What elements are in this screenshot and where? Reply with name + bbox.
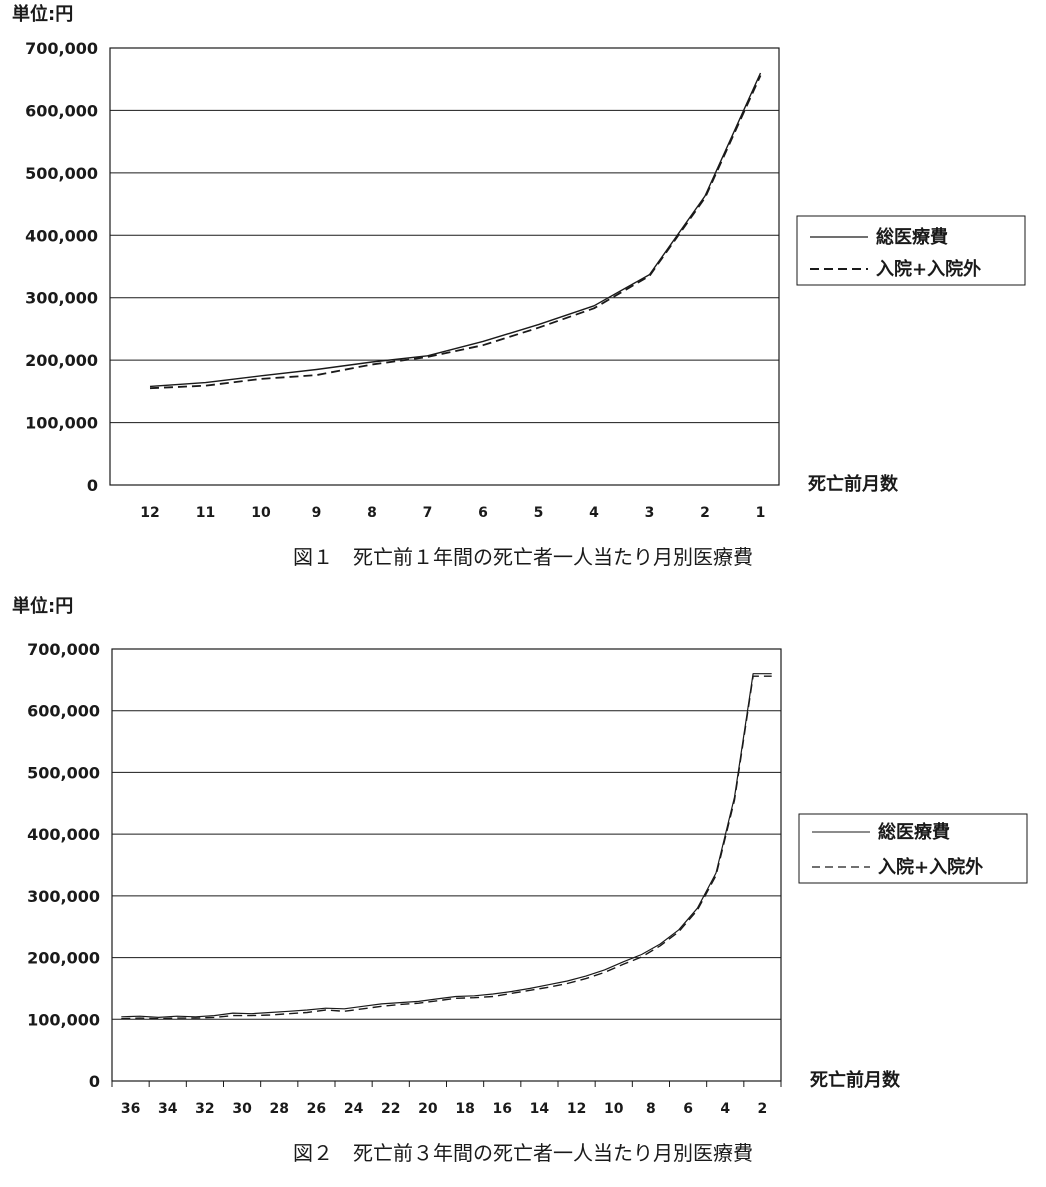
y-tick-label: 500,000 [25, 164, 98, 183]
legend-label-total: 総医療費 [876, 226, 948, 248]
figure-1: 単位:円 700,000 600,000 500,000 400,000 300,000… [0, 0, 1046, 590]
chart-2: 単位:円 700,000 600,000 500,000 400,000 300,000… [12, 595, 1028, 1165]
series-line-inpatient-outpatient [121, 675, 772, 1020]
y-tick-label: 100,000 [27, 1010, 100, 1029]
series-lines [149, 72, 762, 390]
legend-label-inpatient-outpatient: 入院+入院外 [878, 856, 983, 878]
x-tick-label: 8 [367, 505, 377, 521]
y-tick-label: 500,000 [27, 763, 100, 782]
x-tick-label: 28 [270, 1101, 289, 1117]
y-tick-label: 300,000 [27, 887, 100, 906]
legend: 総医療費 入院+入院外 [798, 813, 1028, 884]
x-tick-label: 36 [121, 1101, 140, 1117]
x-tick-label: 9 [312, 505, 322, 521]
x-tick-label: 4 [720, 1101, 730, 1117]
unit-label: 単位:円 [12, 595, 73, 617]
y-tick-label: 600,000 [27, 702, 100, 721]
x-tick-label: 14 [530, 1101, 550, 1117]
x-tick-label: 12 [140, 505, 159, 521]
x-tick-label: 6 [683, 1101, 693, 1117]
series-lines [121, 673, 772, 1020]
x-tick-label: 18 [455, 1101, 474, 1117]
x-axis: 36 34 32 30 28 26 24 22 20 18 16 14 12 10 8 6 4 2 [111, 1081, 782, 1117]
x-tick-label: 32 [195, 1101, 214, 1117]
y-tick-label: 0 [87, 476, 98, 495]
y-tick-label: 400,000 [27, 825, 100, 844]
x-axis-title: 死亡前月数 [810, 1069, 901, 1091]
x-tick-label: 20 [418, 1101, 438, 1117]
x-tick-label: 10 [604, 1101, 624, 1117]
x-tick-label: 26 [307, 1101, 326, 1117]
y-tick-label: 400,000 [25, 226, 98, 245]
x-tick-label: 12 [567, 1101, 586, 1117]
x-tick-label: 1 [756, 505, 766, 521]
legend: 総医療費 入院+入院外 [796, 215, 1026, 286]
x-axis-title: 死亡前月数 [808, 473, 899, 495]
y-axis: 700,000 600,000 500,000 400,000 300,000 200,0… [25, 39, 98, 495]
x-tick-label: 2 [758, 1101, 768, 1117]
y-axis: 700,000 600,000 500,000 400,000 300,000 200,0… [27, 640, 100, 1091]
y-tick-label: 700,000 [25, 39, 98, 58]
x-tick-label: 6 [478, 505, 488, 521]
y-tick-label: 100,000 [25, 414, 98, 433]
x-tick-label: 2 [700, 505, 710, 521]
unit-label: 単位:円 [12, 3, 73, 25]
x-tick-label: 3 [645, 505, 655, 521]
chart-1: 単位:円 700,000 600,000 500,000 400,000 300,000… [12, 3, 1026, 569]
x-axis: 12 11 10 9 8 7 6 5 4 3 2 1 [140, 505, 765, 521]
y-tick-label: 600,000 [25, 101, 98, 120]
y-tick-label: 200,000 [27, 949, 100, 968]
figure-caption: 図２ 死亡前３年間の死亡者一人当たり月別医療費 [293, 1141, 753, 1165]
legend-box [798, 813, 1028, 884]
legend-label-total: 総医療費 [878, 821, 950, 843]
x-tick-label: 34 [158, 1101, 178, 1117]
gridlines [112, 710, 781, 1020]
x-tick-label: 5 [534, 505, 544, 521]
plot-frame [111, 648, 782, 1082]
x-tick-label: 8 [646, 1101, 656, 1117]
x-tick-label: 7 [423, 505, 433, 521]
x-tick-label: 16 [493, 1101, 512, 1117]
series-line-total [121, 673, 772, 1018]
y-tick-label: 300,000 [25, 289, 98, 308]
legend-label-inpatient-outpatient: 入院+入院外 [876, 258, 981, 280]
x-tick-label: 22 [381, 1101, 400, 1117]
x-tick-label: 4 [589, 505, 599, 521]
plot-frame [109, 47, 780, 486]
gridlines [110, 109, 779, 424]
y-tick-label: 200,000 [25, 351, 98, 370]
series-line-total [149, 72, 762, 388]
series-line-inpatient-outpatient [149, 75, 762, 390]
y-tick-label: 700,000 [27, 640, 100, 659]
x-tick-label: 24 [344, 1101, 364, 1117]
x-tick-label: 10 [251, 505, 271, 521]
x-tick-label: 30 [232, 1101, 252, 1117]
figure-caption: 図１ 死亡前１年間の死亡者一人当たり月別医療費 [293, 545, 753, 569]
figure-2: 単位:円 700,000 600,000 500,000 400,000 300,000… [0, 592, 1046, 1182]
y-tick-label: 0 [89, 1072, 100, 1091]
x-tick-label: 11 [196, 505, 215, 521]
legend-box [796, 215, 1026, 286]
